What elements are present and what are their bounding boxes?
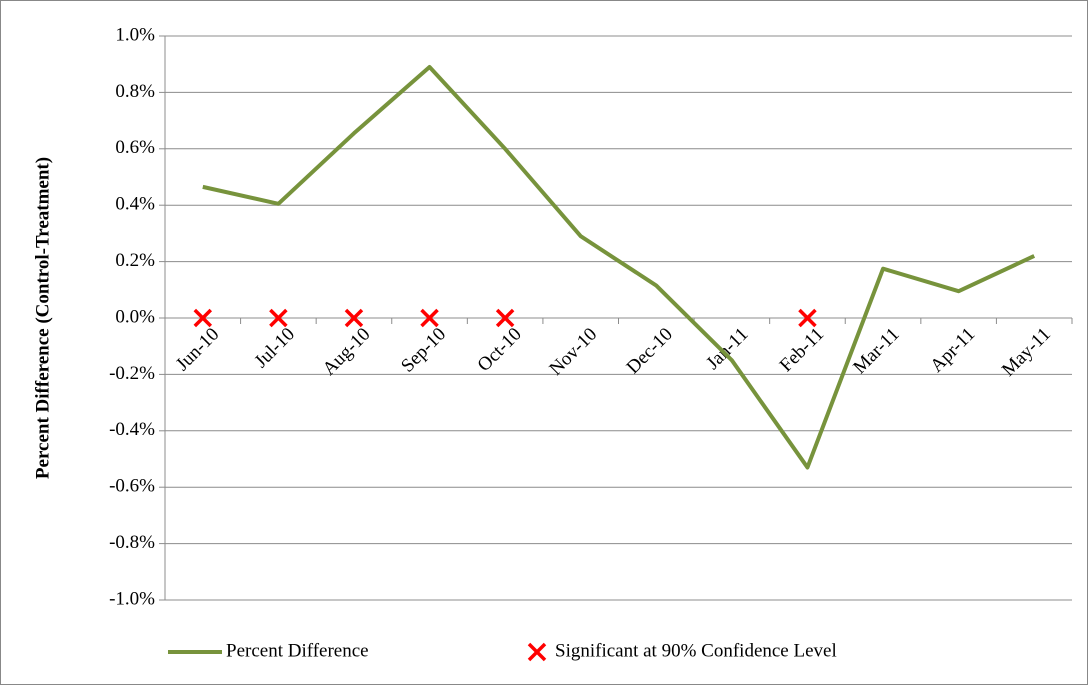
y-tick-label: -0.2% [109, 363, 155, 384]
y-axis-title: Percent Difference (Control-Treatment) [32, 157, 53, 479]
y-tick-label: 0.8% [115, 81, 155, 102]
data-line [202, 65, 1036, 470]
significance-marker [269, 308, 288, 328]
legend-label: Significant at 90% Confidence Level [555, 640, 837, 661]
y-tick-label: 0.2% [115, 250, 155, 271]
significance-marker [193, 308, 213, 328]
y-tick-label: -0.4% [109, 419, 155, 440]
significance-marker [798, 308, 817, 328]
significance-marker [420, 308, 439, 328]
y-tick-label: 1.0% [115, 24, 155, 45]
y-tick-label: 0.4% [115, 194, 155, 215]
legend-marker [527, 642, 547, 662]
y-tick-label: -1.0% [109, 588, 155, 609]
y-tick-label: -0.6% [109, 476, 155, 497]
y-tick-label: 0.6% [115, 137, 155, 158]
y-tick-label: -0.8% [109, 532, 155, 553]
significance-marker [344, 308, 364, 328]
legend-label: Percent Difference [226, 640, 369, 661]
significance-marker [495, 308, 515, 328]
y-tick-label: 0.0% [115, 306, 155, 327]
